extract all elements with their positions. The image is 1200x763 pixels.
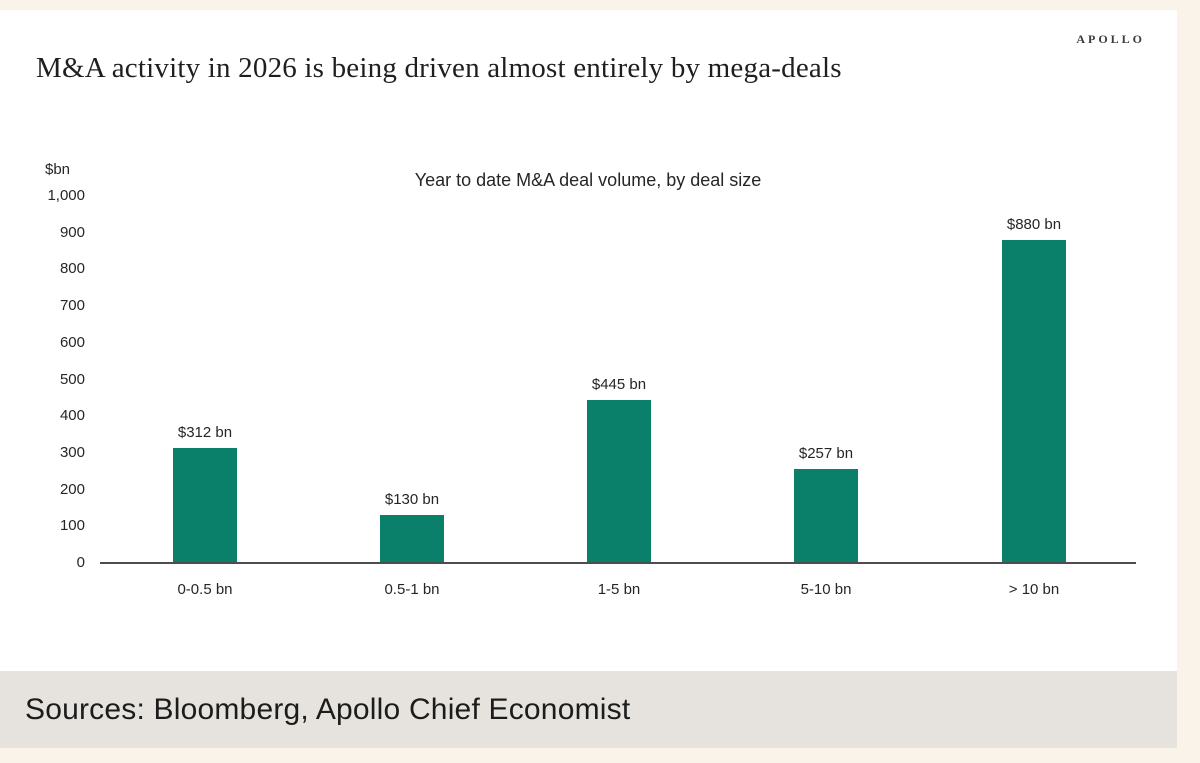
y-tick-label: 600 (59, 334, 85, 351)
page-title: M&A activity in 2026 is being driven alm… (36, 52, 842, 84)
bar-value-label: $312 bn (177, 424, 233, 441)
bar (587, 400, 651, 563)
x-tick-label: 5-10 bn (800, 581, 852, 598)
bar-value-label: $257 bn (798, 445, 854, 462)
x-tick-label: 0.5-1 bn (384, 581, 440, 598)
x-tick-label: 1-5 bn (597, 581, 641, 598)
y-tick-label: 0 (76, 554, 85, 571)
x-axis-line (100, 562, 1136, 564)
y-tick-label: 400 (59, 407, 85, 424)
y-tick-label: 1,000 (47, 187, 85, 204)
y-tick-label: 900 (59, 224, 85, 241)
sources-bar: Sources: Bloomberg, Apollo Chief Economi… (0, 671, 1177, 748)
y-axis-unit-label: $bn (45, 161, 71, 178)
bar-value-label: $445 bn (591, 376, 647, 393)
x-tick-label: 0-0.5 bn (177, 581, 233, 598)
y-tick-label: 700 (59, 297, 85, 314)
apollo-logo: APOLLO (1076, 32, 1145, 46)
bar (1002, 240, 1066, 563)
chart-title: Year to date M&A deal volume, by deal si… (414, 170, 762, 190)
y-tick-label: 500 (59, 371, 85, 388)
bar (794, 469, 858, 563)
y-tick-label: 800 (59, 260, 85, 277)
x-tick-label: > 10 bn (1008, 581, 1060, 598)
sources-text: Sources: Bloomberg, Apollo Chief Economi… (25, 692, 631, 726)
bar (173, 448, 237, 563)
y-tick-label: 200 (59, 481, 85, 498)
bar-value-label: $880 bn (1006, 216, 1062, 233)
y-tick-label: 300 (59, 444, 85, 461)
bar-value-label: $130 bn (384, 491, 440, 508)
bar (380, 515, 444, 563)
chart-panel-background (0, 10, 1177, 671)
y-tick-label: 100 (59, 517, 85, 534)
